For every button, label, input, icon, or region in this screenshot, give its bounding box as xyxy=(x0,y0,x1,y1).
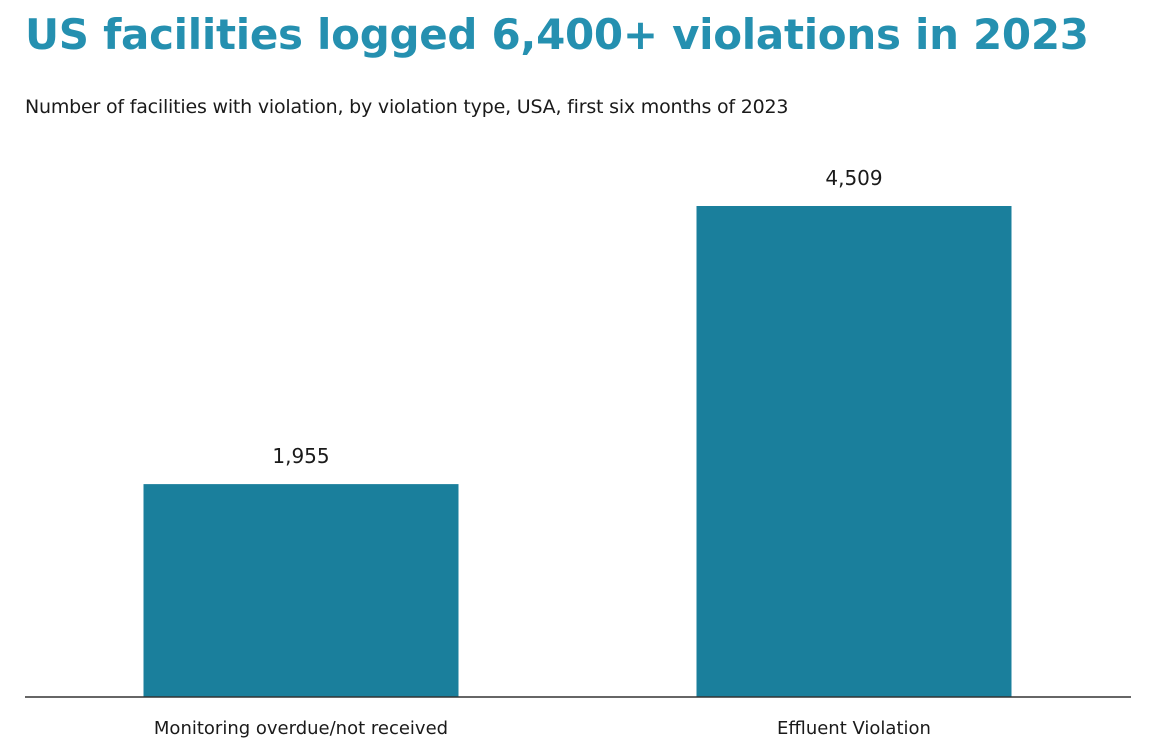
category-label-2: Effluent Violation xyxy=(777,718,931,739)
chart-title: US facilities logged 6,400+ violations i… xyxy=(25,10,1089,59)
bars-layer xyxy=(143,206,1012,697)
bar-1 xyxy=(143,484,459,697)
bar-2 xyxy=(696,206,1012,697)
chart-subtitle: Number of facilities with violation, by … xyxy=(25,96,789,118)
value-label-2: 4,509 xyxy=(825,166,882,190)
labels-layer: 1,955 Monitoring overdue/not received 4,50… xyxy=(154,166,931,739)
value-label-1: 1,955 xyxy=(272,444,329,468)
category-label-1: Monitoring overdue/not received xyxy=(154,718,448,739)
